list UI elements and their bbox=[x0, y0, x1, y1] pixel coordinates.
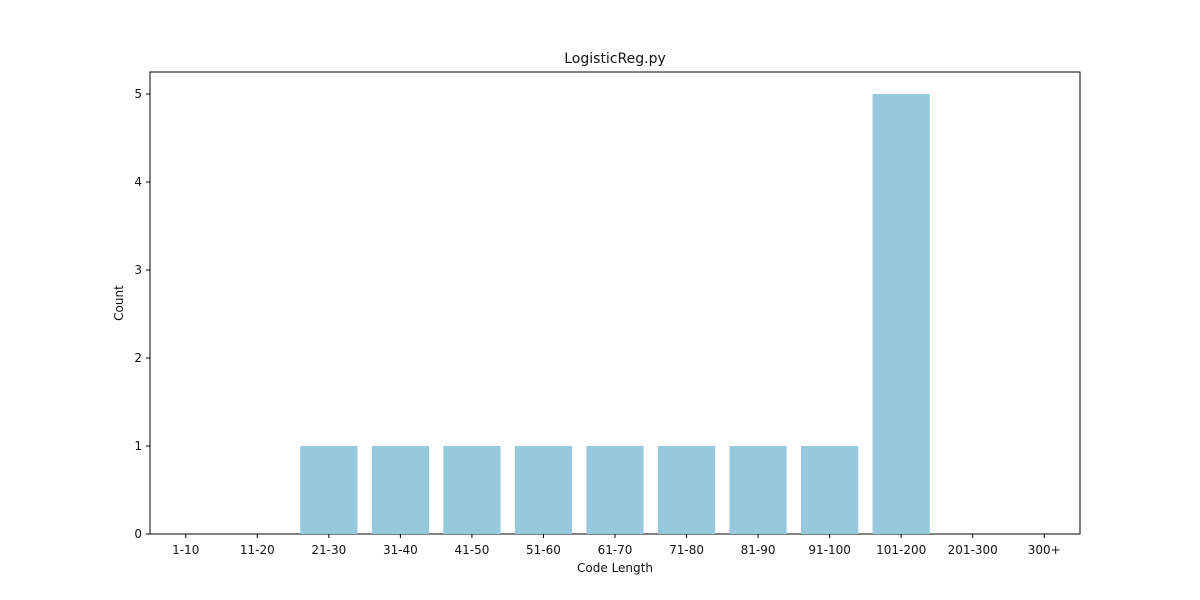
y-tick-label: 5 bbox=[134, 87, 142, 101]
bar-71-80 bbox=[657, 446, 716, 534]
x-tick-label: 71-80 bbox=[669, 543, 704, 557]
x-tick-label: 21-30 bbox=[311, 543, 346, 557]
y-tick-label: 2 bbox=[134, 351, 142, 365]
bar-61-70 bbox=[586, 446, 644, 534]
bar-81-90 bbox=[729, 446, 787, 534]
y-tick-label: 3 bbox=[134, 263, 142, 277]
y-tick-label: 4 bbox=[134, 175, 142, 189]
bars-layer bbox=[300, 94, 930, 534]
x-tick-label: 101-200 bbox=[876, 543, 926, 557]
x-tick-label: 91-100 bbox=[808, 543, 851, 557]
x-axis: 1-10 11-20 21-30 31-40 41-50 51-60 61-70 71-80 8… bbox=[172, 534, 1061, 557]
bar-31-40 bbox=[371, 446, 429, 534]
x-tick-label: 41-50 bbox=[454, 543, 489, 557]
x-axis-label: Code Length bbox=[577, 561, 653, 575]
x-tick-label: 31-40 bbox=[383, 543, 418, 557]
y-axis: 0 1 2 3 4 5 bbox=[134, 87, 150, 541]
bar-51-60 bbox=[514, 446, 573, 534]
bar-91-100 bbox=[801, 446, 859, 534]
x-tick-label: 81-90 bbox=[741, 543, 776, 557]
bar-41-50 bbox=[443, 446, 501, 534]
x-tick-label: 61-70 bbox=[598, 543, 633, 557]
x-tick-label: 1-10 bbox=[172, 543, 199, 557]
x-tick-label: 201-300 bbox=[948, 543, 998, 557]
chart-title: LogisticReg.py bbox=[564, 51, 666, 67]
x-tick-label: 300+ bbox=[1028, 543, 1061, 557]
x-tick-label: 51-60 bbox=[526, 543, 561, 557]
bar-21-30 bbox=[300, 446, 358, 534]
x-tick-label: 11-20 bbox=[240, 543, 275, 557]
y-axis-label: Count bbox=[112, 285, 126, 321]
y-tick-label: 1 bbox=[134, 439, 142, 453]
bar-101-200 bbox=[872, 94, 930, 534]
y-tick-label: 0 bbox=[134, 527, 142, 541]
